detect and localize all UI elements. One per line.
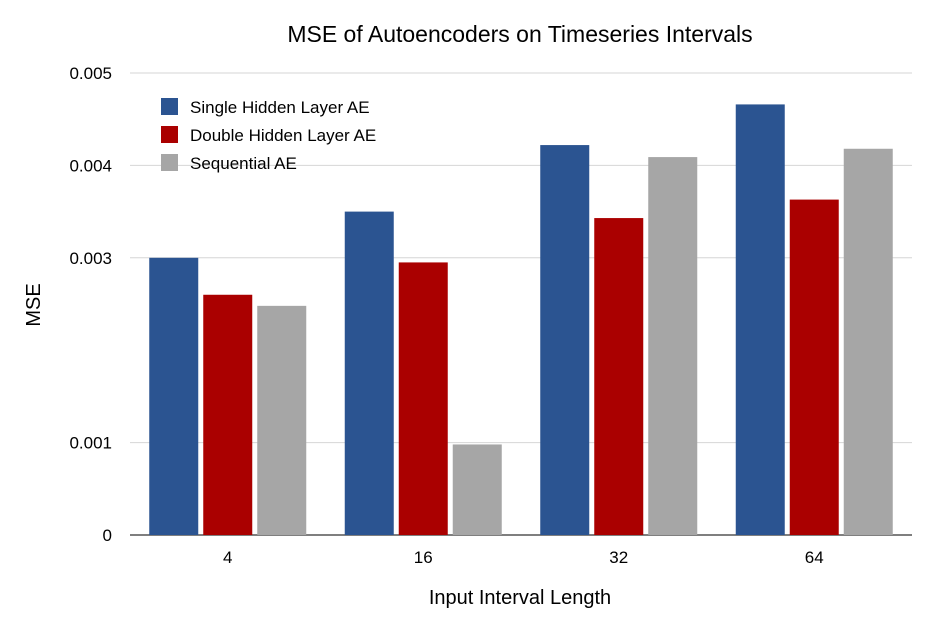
bar [648, 157, 698, 536]
bar [843, 148, 893, 535]
y-axis-label: MSE [23, 283, 45, 326]
legend-swatch [161, 98, 178, 115]
y-tick-label: 0.003 [69, 249, 112, 268]
legend-swatch [161, 126, 178, 143]
y-tick-label: 0.005 [69, 64, 112, 83]
bar [344, 211, 394, 535]
y-tick-labels: 0 0.001 0.003 0.004 0.005 [69, 64, 112, 545]
legend: Single Hidden Layer AE Double Hidden Laye… [161, 98, 376, 173]
y-tick-label: 0 [103, 526, 112, 545]
bars [149, 104, 893, 536]
bar [594, 218, 644, 535]
x-tick-labels: 4 16 32 64 [223, 548, 824, 567]
legend-label: Single Hidden Layer AE [190, 98, 370, 117]
bar [149, 257, 199, 535]
bar [257, 305, 307, 535]
x-axis-label: Input Interval Length [429, 587, 611, 609]
bar [203, 294, 253, 535]
x-tick-label: 4 [223, 548, 232, 567]
bar [398, 262, 448, 535]
bar [735, 104, 785, 535]
chart-title: MSE of Autoencoders on Timeseries Interv… [287, 21, 752, 47]
y-tick-label: 0.004 [69, 156, 112, 175]
legend-swatch [161, 154, 178, 171]
legend-label: Double Hidden Layer AE [190, 126, 376, 145]
bar [789, 199, 839, 535]
bar [452, 444, 502, 535]
y-tick-label: 0.001 [69, 434, 112, 453]
x-tick-label: 32 [609, 548, 628, 567]
x-tick-label: 16 [414, 548, 433, 567]
x-tick-label: 64 [805, 548, 824, 567]
legend-label: Sequential AE [190, 154, 297, 173]
bar [540, 145, 590, 535]
